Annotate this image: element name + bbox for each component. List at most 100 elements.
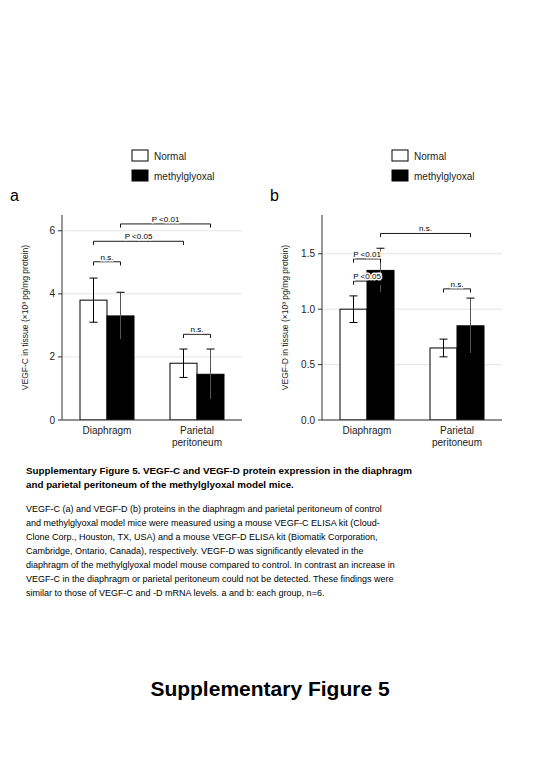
significance-bracket xyxy=(381,233,471,237)
error-cap xyxy=(440,339,448,340)
significance-bracket xyxy=(184,334,211,338)
caption-line: diaphragm of the methylglyoxal model mou… xyxy=(26,560,395,570)
significance-bracket xyxy=(354,259,381,263)
legend-swatch xyxy=(392,150,408,161)
axis-label: VEGF-C in tissue (×10³ pg/mg protein) xyxy=(20,245,30,390)
category-label: Parietalperitoneum xyxy=(172,425,222,448)
legend: Normalmethylglyoxal xyxy=(132,150,215,182)
tick-mark xyxy=(318,364,322,365)
caption-line: Clone Corp., Houston, TX, USA) and a mou… xyxy=(26,532,377,542)
significance-bracket xyxy=(354,281,381,285)
grid-line xyxy=(322,420,502,421)
tick-mark xyxy=(318,420,322,421)
error-cap xyxy=(467,353,475,354)
x-axis xyxy=(62,420,242,421)
marks xyxy=(80,278,224,420)
error-cap xyxy=(180,349,188,350)
error-bar xyxy=(467,298,475,353)
significance-bracket xyxy=(94,241,184,245)
grid-line xyxy=(322,253,502,254)
error-bar xyxy=(117,292,125,339)
significance-label: n.s. xyxy=(101,253,114,262)
figure-title: Supplementary Figure 5 xyxy=(150,677,390,700)
error-bar xyxy=(440,339,448,357)
caption-line: VEGF-C (a) and VEGF-D (b) proteins in th… xyxy=(26,504,382,514)
panel-label: b xyxy=(270,187,279,204)
panel-label: a xyxy=(10,187,19,204)
error-cap xyxy=(207,349,215,350)
error-bar xyxy=(350,296,358,323)
error-cap xyxy=(350,322,358,323)
legend-entry: methylglyoxal xyxy=(414,171,475,182)
error-cap xyxy=(117,292,125,293)
error-cap xyxy=(180,377,188,378)
error-cap xyxy=(350,295,358,296)
error-cap xyxy=(467,298,475,299)
tick-mark xyxy=(58,356,62,357)
legend-entry: Normal xyxy=(414,151,446,162)
caption-line: VEGF-C in the diaphragm or parietal peri… xyxy=(26,574,394,584)
tick-label: 0.0 xyxy=(301,415,315,426)
category-line: Parietal xyxy=(180,425,214,436)
grid-line xyxy=(62,420,242,421)
grid-line xyxy=(62,230,242,231)
tick-label: 4 xyxy=(49,288,55,299)
significance-label: P <0.01 xyxy=(353,250,381,259)
caption-line: similar to those of VEGF-C and -D mRNA l… xyxy=(26,588,324,598)
tick-mark xyxy=(58,420,62,421)
bar xyxy=(430,348,457,420)
category-label: Parietalperitoneum xyxy=(432,425,482,448)
grid-line xyxy=(62,293,242,294)
error-line xyxy=(210,349,211,399)
tick-mark xyxy=(318,309,322,310)
category-line: Diaphragm xyxy=(343,425,392,436)
y-axis xyxy=(62,215,63,420)
error-line xyxy=(183,349,184,377)
legend-swatch xyxy=(132,150,148,161)
error-line xyxy=(93,278,94,322)
y-axis xyxy=(322,215,323,420)
category-line: peritoneum xyxy=(432,437,482,448)
significance-bracket xyxy=(94,262,121,266)
error-cap xyxy=(377,292,385,293)
caption-heading: and parietal peritoneum of the methylgly… xyxy=(26,479,294,490)
significance-label: P <0.05 xyxy=(125,232,153,241)
bar xyxy=(367,270,394,420)
error-cap xyxy=(440,356,448,357)
error-cap xyxy=(117,339,125,340)
error-line xyxy=(120,292,121,339)
tick-label: 2 xyxy=(49,351,55,362)
error-cap xyxy=(90,278,98,279)
tick-label: 0 xyxy=(49,415,55,426)
marks xyxy=(340,248,484,420)
caption-line: Cambridge, Ontario, Canada), respectivel… xyxy=(26,546,363,556)
tick-mark xyxy=(318,253,322,254)
category-label: Diaphragm xyxy=(343,425,392,436)
error-cap xyxy=(207,399,215,400)
legend-entry: methylglyoxal xyxy=(154,171,215,182)
significance-bracket xyxy=(121,224,211,228)
error-line xyxy=(470,298,471,353)
error-line xyxy=(353,296,354,323)
tick-mark xyxy=(58,293,62,294)
panel: a0246VEGF-C in tissue (×10³ pg/mg protei… xyxy=(10,150,242,448)
legend: Normal methylglyoxal xyxy=(392,150,475,182)
error-line xyxy=(443,339,444,357)
panel: b0.00.51.01.5VEGF-D in tissue (×10³ pg/m… xyxy=(270,150,502,448)
significance-bracket xyxy=(444,289,471,293)
error-bar xyxy=(90,278,98,322)
tick-mark xyxy=(58,230,62,231)
tick-label: 1.0 xyxy=(301,304,315,315)
significance-label: n.s. xyxy=(419,224,432,233)
caption-heading: Supplementary Figure 5. VEGF-C and VEGF-… xyxy=(26,465,412,476)
significance-label: P <0.01 xyxy=(152,215,180,224)
tick-label: 1.5 xyxy=(301,248,315,259)
category-line: Parietal xyxy=(440,425,474,436)
error-bar xyxy=(180,349,188,377)
error-cap xyxy=(90,322,98,323)
axis-label: VEGF-D in tissue (×10³ pg/mg protein) xyxy=(280,245,290,390)
significance-label: P <0.05 xyxy=(353,272,381,281)
x-axis xyxy=(322,420,502,421)
figure: a0246VEGF-C in tissue (×10³ pg/mg protei… xyxy=(0,0,540,780)
error-cap xyxy=(377,248,385,249)
